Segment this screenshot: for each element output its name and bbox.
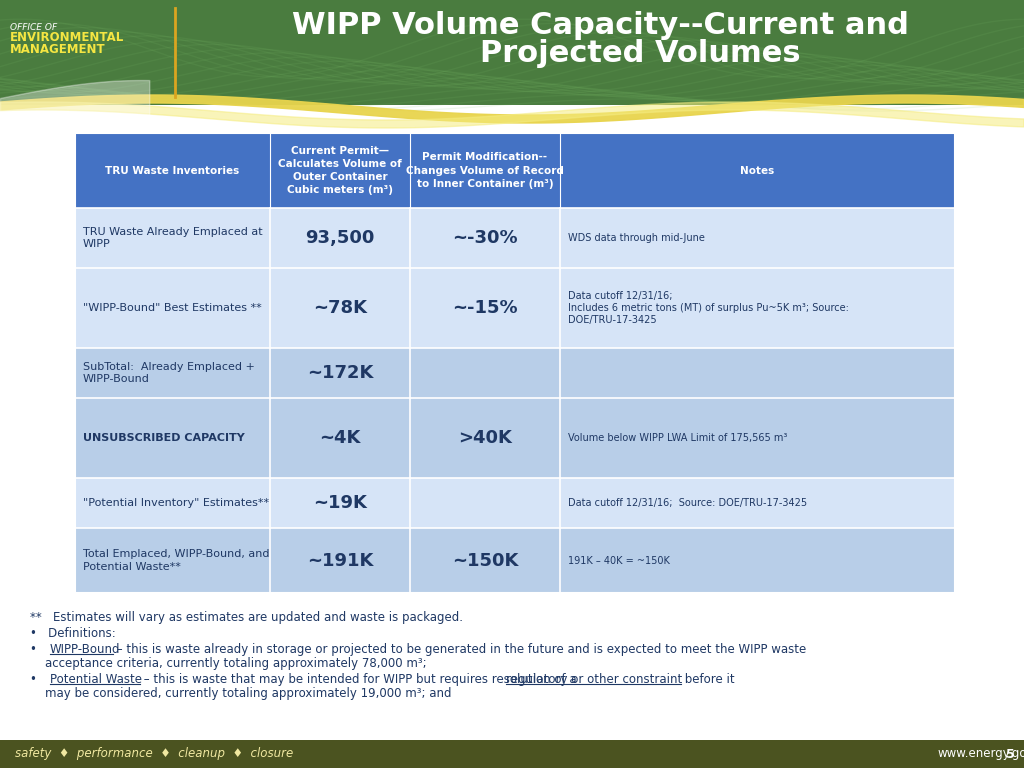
Bar (0, 740, 1024, 768)
Text: Projected Volumes: Projected Volumes (479, 39, 801, 68)
Text: TRU Waste Already Emplaced at
WIPP: TRU Waste Already Emplaced at WIPP (83, 227, 262, 249)
Text: 93,500: 93,500 (305, 229, 375, 247)
Text: ENVIRONMENTAL: ENVIRONMENTAL (10, 31, 124, 44)
Text: ~78K: ~78K (313, 299, 367, 317)
Text: may be considered, currently totaling approximately 19,000 m³; and: may be considered, currently totaling ap… (30, 687, 452, 700)
Text: •: • (30, 643, 48, 656)
Text: ~4K: ~4K (319, 429, 360, 447)
Text: OFFICE OF: OFFICE OF (10, 23, 57, 32)
Text: Notes: Notes (740, 165, 774, 176)
Text: SubTotal:  Already Emplaced +
WIPP-Bound: SubTotal: Already Emplaced + WIPP-Bound (83, 362, 255, 384)
Bar (75, 398, 955, 478)
Text: regulatory or other constraint: regulatory or other constraint (506, 673, 683, 686)
Text: WIPP-Bound: WIPP-Bound (50, 643, 121, 656)
Text: – this is waste that may be intended for WIPP but requires resolution of a: – this is waste that may be intended for… (140, 673, 581, 686)
Text: Potential Waste: Potential Waste (50, 673, 142, 686)
Text: ~-15%: ~-15% (453, 299, 518, 317)
Bar (75, 348, 955, 398)
Text: acceptance criteria, currently totaling approximately 78,000 m³;: acceptance criteria, currently totaling … (30, 657, 427, 670)
Text: Permit Modification--
Changes Volume of Record
to Inner Container (m³): Permit Modification-- Changes Volume of … (407, 152, 564, 189)
Text: WIPP Volume Capacity--Current and: WIPP Volume Capacity--Current and (292, 11, 908, 40)
Text: – this is waste already in storage or projected to be generated in the future an: – this is waste already in storage or pr… (113, 643, 806, 656)
Text: **   Estimates will vary as estimates are updated and waste is packaged.: ** Estimates will vary as estimates are … (30, 611, 463, 624)
Text: •   Definitions:: • Definitions: (30, 627, 116, 640)
Text: www.energy.gov/EM: www.energy.gov/EM (938, 747, 1024, 760)
Text: Current Permit—
Calculates Volume of
Outer Container
Cubic meters (m³): Current Permit— Calculates Volume of Out… (279, 146, 401, 195)
Bar (75, 133, 955, 593)
Text: "WIPP-Bound" Best Estimates **: "WIPP-Bound" Best Estimates ** (83, 303, 262, 313)
Text: ~172K: ~172K (307, 364, 373, 382)
Text: Total Emplaced, WIPP-Bound, and
Potential Waste**: Total Emplaced, WIPP-Bound, and Potentia… (83, 549, 269, 571)
Text: UNSUBSCRIBED CAPACITY: UNSUBSCRIBED CAPACITY (83, 433, 245, 443)
Text: >40K: >40K (458, 429, 512, 447)
Bar (75, 478, 955, 528)
Text: Data cutoff 12/31/16;
Includes 6 metric tons (MT) of surplus Pu~5K m³; Source:
D: Data cutoff 12/31/16; Includes 6 metric … (568, 290, 849, 326)
Text: 5: 5 (1006, 747, 1015, 760)
Text: safety  ♦  performance  ♦  cleanup  ♦  closure: safety ♦ performance ♦ cleanup ♦ closure (15, 747, 293, 760)
Text: ~-30%: ~-30% (453, 229, 518, 247)
Bar (75, 208, 955, 268)
Text: Volume below WIPP LWA Limit of 175,565 m³: Volume below WIPP LWA Limit of 175,565 m… (568, 433, 787, 443)
Bar (75, 528, 955, 593)
Text: before it: before it (681, 673, 735, 686)
Text: •: • (30, 673, 48, 686)
Text: MANAGEMENT: MANAGEMENT (10, 43, 105, 56)
Text: TRU Waste Inventories: TRU Waste Inventories (105, 165, 240, 176)
Text: ~191K: ~191K (307, 551, 373, 570)
Bar (0, 0, 1024, 105)
Text: "Potential Inventory" Estimates**: "Potential Inventory" Estimates** (83, 498, 269, 508)
Text: ~150K: ~150K (452, 551, 518, 570)
Text: WDS data through mid-June: WDS data through mid-June (568, 233, 705, 243)
Text: 191K – 40K = ~150K: 191K – 40K = ~150K (568, 555, 670, 565)
Text: ~19K: ~19K (313, 494, 367, 512)
Bar (75, 268, 955, 348)
Text: Data cutoff 12/31/16;  Source: DOE/TRU-17-3425: Data cutoff 12/31/16; Source: DOE/TRU-17… (568, 498, 807, 508)
Bar (75, 133, 955, 208)
